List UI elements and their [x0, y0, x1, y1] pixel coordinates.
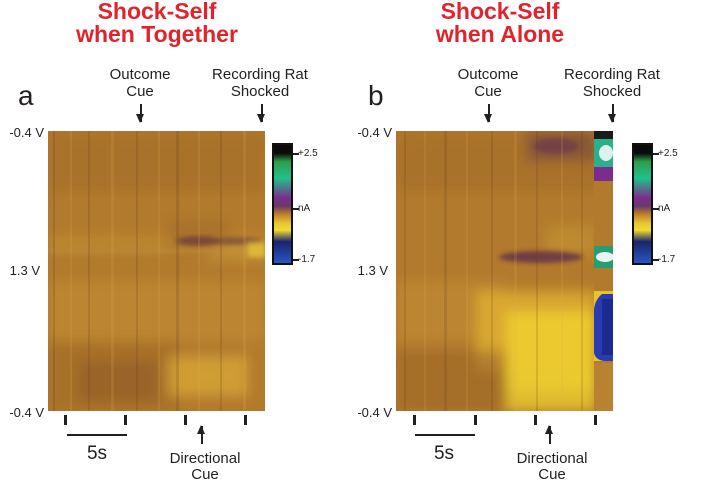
- panel-a-letter: a: [18, 80, 34, 111]
- panel-b-voltage-top: -0.4 V: [357, 125, 392, 140]
- panel-b-shock-label-line2: Shocked: [582, 83, 642, 100]
- panel-b-colorbar-min: -1.7: [658, 254, 676, 265]
- panel-a-scale-bar-label: 5s: [86, 443, 108, 464]
- panel-b-voltage-mid: 1.3 V: [357, 263, 388, 278]
- panel-a-shock-label-line2: Shocked: [230, 83, 290, 100]
- panel-b-scale-bar-label: 5s: [433, 443, 455, 464]
- panel-b-title-line2: when Alone: [435, 21, 565, 47]
- panel-a-directional-cue-line2: Cue: [191, 466, 219, 483]
- panel-b-scale-bar: [415, 434, 475, 436]
- panel-b-colorbar-max: +2.5: [658, 148, 678, 159]
- panel-b-directional-cue-line1: Directional: [516, 450, 588, 467]
- panel-b-letter: b: [368, 80, 384, 111]
- panel-a-color-plot: [48, 131, 265, 411]
- panel-a-outcome-arrow: [137, 104, 143, 123]
- panel-a-title-line2: when Together: [76, 21, 238, 47]
- panel-b-voltage-bottom: -0.4 V: [357, 405, 392, 420]
- panel-b-outcome-arrow: [485, 104, 491, 123]
- panel-b-outcome-cue-line2: Cue: [474, 83, 502, 100]
- panel-b-shock-arrow: [609, 104, 615, 123]
- panel-a-colorbar-unit: nA: [298, 203, 311, 214]
- panel-b-directional-arrow: [546, 425, 552, 444]
- panel-a-voltage-mid: 1.3 V: [9, 263, 40, 278]
- panel-b-title-line1: Shock-Self: [440, 0, 560, 24]
- panel-a-directional-cue-line1: Directional: [169, 450, 241, 467]
- panel-a-directional-arrow: [198, 425, 204, 444]
- panel-a-shock-arrow: [258, 104, 264, 123]
- panel-a-scale-bar: [67, 434, 127, 436]
- panel-b-colorbar-unit: nA: [658, 203, 671, 214]
- panel-a-voltage-top: -0.4 V: [9, 125, 44, 140]
- panel-b-shock-label-line1: Recording Rat: [564, 66, 660, 83]
- panel-b-color-plot: [396, 131, 613, 411]
- panel-a-colorbar-min: -1.7: [298, 254, 316, 265]
- panel-a-shock-label-line1: Recording Rat: [212, 66, 308, 83]
- panel-a-title-line1: Shock-Self: [97, 0, 217, 24]
- panel-b-directional-cue-line2: Cue: [538, 466, 566, 483]
- panel-b-outcome-cue-line1: Outcome: [457, 66, 519, 83]
- panel-a-colorbar-max: +2.5: [298, 148, 318, 159]
- panel-a-voltage-bottom: -0.4 V: [9, 405, 44, 420]
- panel-a-outcome-cue-line2: Cue: [126, 83, 154, 100]
- panel-a-outcome-cue-line1: Outcome: [109, 66, 171, 83]
